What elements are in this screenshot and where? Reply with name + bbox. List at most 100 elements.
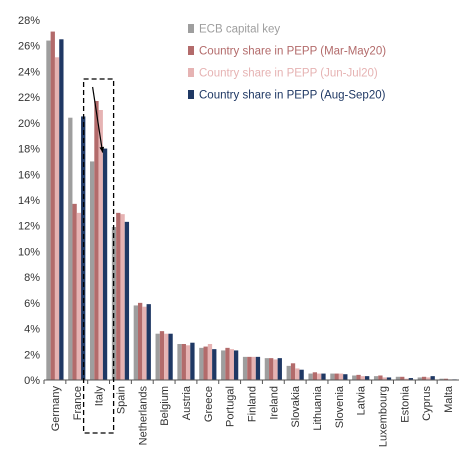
axes xyxy=(43,379,459,384)
bar-country-share-in-pepp-jun-jul20--cyprus xyxy=(426,377,431,380)
bar-country-share-in-pepp-mar-may20--finland xyxy=(247,356,252,380)
x-tick-label: Malta xyxy=(443,385,455,413)
bar-country-share-in-pepp-aug-sep20--finland xyxy=(255,356,261,380)
legend-label: Country share in PEPP (Mar-May20) xyxy=(199,46,386,58)
bar-country-share-in-pepp-aug-sep20--italy xyxy=(102,148,108,380)
y-tick-label: 20% xyxy=(18,118,40,130)
bar-country-share-in-pepp-mar-may20--latvia xyxy=(356,374,361,380)
bar-ecb-capital-key-cyprus xyxy=(417,377,422,380)
y-tick-label: 16% xyxy=(18,169,40,181)
bar-ecb-capital-key-slovenia xyxy=(330,373,335,380)
x-tick-label: Estonia xyxy=(399,385,411,423)
bar-country-share-in-pepp-mar-may20--netherlands xyxy=(137,302,143,380)
bar-country-share-in-pepp-jun-jul20--slovenia xyxy=(338,373,344,380)
x-tick-label: Cyprus xyxy=(421,386,433,421)
legend-swatch xyxy=(188,24,194,33)
bar-country-share-in-pepp-aug-sep20--slovakia xyxy=(299,369,304,380)
bar-country-share-in-pepp-aug-sep20--lithuania xyxy=(321,373,326,380)
bar-country-share-in-pepp-mar-may20--slovenia xyxy=(334,373,339,380)
bar-country-share-in-pepp-jun-jul20--estonia xyxy=(404,378,409,380)
bar-country-share-in-pepp-mar-may20--portugal xyxy=(225,347,230,380)
x-tick-label: Italy xyxy=(94,386,106,407)
legend-swatch xyxy=(188,68,194,77)
legend-swatch xyxy=(188,46,194,55)
bar-ecb-capital-key-malta xyxy=(439,378,444,380)
bar-country-share-in-pepp-aug-sep20--latvia xyxy=(365,376,370,380)
legend: ECB capital key Country share in PEPP (Ma… xyxy=(188,24,386,102)
x-tick-label: Luxembourg xyxy=(378,386,390,447)
bar-country-share-in-pepp-aug-sep20--netherlands xyxy=(146,304,151,380)
bar-country-share-in-pepp-jun-jul20--france xyxy=(76,212,82,380)
y-tick-label: 18% xyxy=(18,144,40,156)
bar-ecb-capital-key-italy xyxy=(90,161,95,380)
bar-country-share-in-pepp-mar-may20--ireland xyxy=(269,358,274,380)
bar-country-share-in-pepp-aug-sep20--austria xyxy=(190,342,195,380)
bar-ecb-capital-key-belgium xyxy=(155,333,160,380)
bar-ecb-capital-key-luxembourg xyxy=(373,376,379,380)
x-tick-label: Slovenia xyxy=(334,385,346,428)
bar-country-share-in-pepp-mar-may20--italy xyxy=(94,101,99,380)
x-tick-label: Slovakia xyxy=(290,385,302,427)
y-tick-label: 0% xyxy=(24,375,40,387)
bar-country-share-in-pepp-mar-may20--luxembourg xyxy=(378,375,383,380)
bar-ecb-capital-key-spain xyxy=(111,227,117,380)
bar-country-share-in-pepp-jun-jul20--latvia xyxy=(360,376,366,380)
bar-country-share-in-pepp-mar-may20--spain xyxy=(116,212,121,380)
bar-country-share-in-pepp-jun-jul20--luxembourg xyxy=(382,377,387,380)
x-tick-label: Portugal xyxy=(225,386,237,427)
trend-arrow xyxy=(92,86,104,153)
bar-country-share-in-pepp-jun-jul20--portugal xyxy=(229,349,234,380)
bar-country-share-in-pepp-jun-jul20--austria xyxy=(185,345,191,380)
x-tick-label: Greece xyxy=(203,386,215,422)
bar-country-share-in-pepp-aug-sep20--ireland xyxy=(277,358,282,380)
legend-label: Country share in PEPP (Jun-Jul20) xyxy=(199,68,378,80)
x-tick-label: Spain xyxy=(115,386,127,414)
bar-ecb-capital-key-greece xyxy=(199,347,204,380)
x-tick-label: Ireland xyxy=(268,386,280,420)
bar-country-share-in-pepp-aug-sep20--cyprus xyxy=(430,376,435,380)
legend-label: Country share in PEPP (Aug-Sep20) xyxy=(199,90,386,102)
bar-country-share-in-pepp-jun-jul20--finland xyxy=(251,356,256,380)
bar-ecb-capital-key-france xyxy=(68,117,73,381)
bar-country-share-in-pepp-jun-jul20--ireland xyxy=(273,359,278,380)
bar-country-share-in-pepp-mar-may20--belgium xyxy=(159,331,165,380)
bar-country-share-in-pepp-aug-sep20--greece xyxy=(212,349,217,380)
bar-country-share-in-pepp-jun-jul20--lithuania xyxy=(317,373,322,380)
bar-country-share-in-pepp-jun-jul20--italy xyxy=(98,110,103,380)
bar-country-share-in-pepp-aug-sep20--slovenia xyxy=(343,374,348,380)
x-tick-label: Netherlands xyxy=(137,386,149,446)
bar-country-share-in-pepp-aug-sep20--estonia xyxy=(408,378,413,380)
bar-country-share-in-pepp-mar-may20--cyprus xyxy=(421,376,427,380)
y-tick-label: 28% xyxy=(18,15,40,27)
y-tick-label: 2% xyxy=(24,349,40,361)
annotations xyxy=(82,78,115,434)
bar-country-share-in-pepp-mar-may20--slovakia xyxy=(290,363,296,380)
x-tick-label: France xyxy=(72,386,84,420)
bar-country-share-in-pepp-jun-jul20--greece xyxy=(207,344,213,380)
y-tick-label: 10% xyxy=(18,246,40,258)
x-tick-label: Latvia xyxy=(356,385,368,415)
bar-ecb-capital-key-germany xyxy=(46,40,51,380)
y-tick-label: 24% xyxy=(18,66,40,78)
bar-country-share-in-pepp-aug-sep20--spain xyxy=(124,221,130,380)
bar-ecb-capital-key-ireland xyxy=(264,358,270,380)
x-tick-label: Lithuania xyxy=(312,385,324,431)
bar-country-share-in-pepp-aug-sep20--germany xyxy=(59,39,64,380)
y-tick-label: 14% xyxy=(18,195,40,207)
bar-ecb-capital-key-finland xyxy=(242,356,248,380)
legend-label: ECB capital key xyxy=(199,24,280,36)
bar-ecb-capital-key-netherlands xyxy=(133,305,138,380)
bar-country-share-in-pepp-jun-jul20--spain xyxy=(120,214,125,380)
y-tick-label: 22% xyxy=(18,92,40,104)
bar-country-share-in-pepp-mar-may20--germany xyxy=(50,31,55,380)
x-tick-label: Finland xyxy=(247,386,259,422)
y-tick-label: 12% xyxy=(18,221,40,233)
bar-country-share-in-pepp-aug-sep20--portugal xyxy=(233,350,239,380)
bar-ecb-capital-key-estonia xyxy=(395,376,401,380)
bar-country-share-in-pepp-mar-may20--lithuania xyxy=(312,372,318,380)
y-tick-label: 26% xyxy=(18,41,40,53)
bar-country-share-in-pepp-mar-may20--france xyxy=(72,203,77,380)
x-tick-label: Belgium xyxy=(159,386,171,426)
bar-ecb-capital-key-lithuania xyxy=(308,373,313,380)
